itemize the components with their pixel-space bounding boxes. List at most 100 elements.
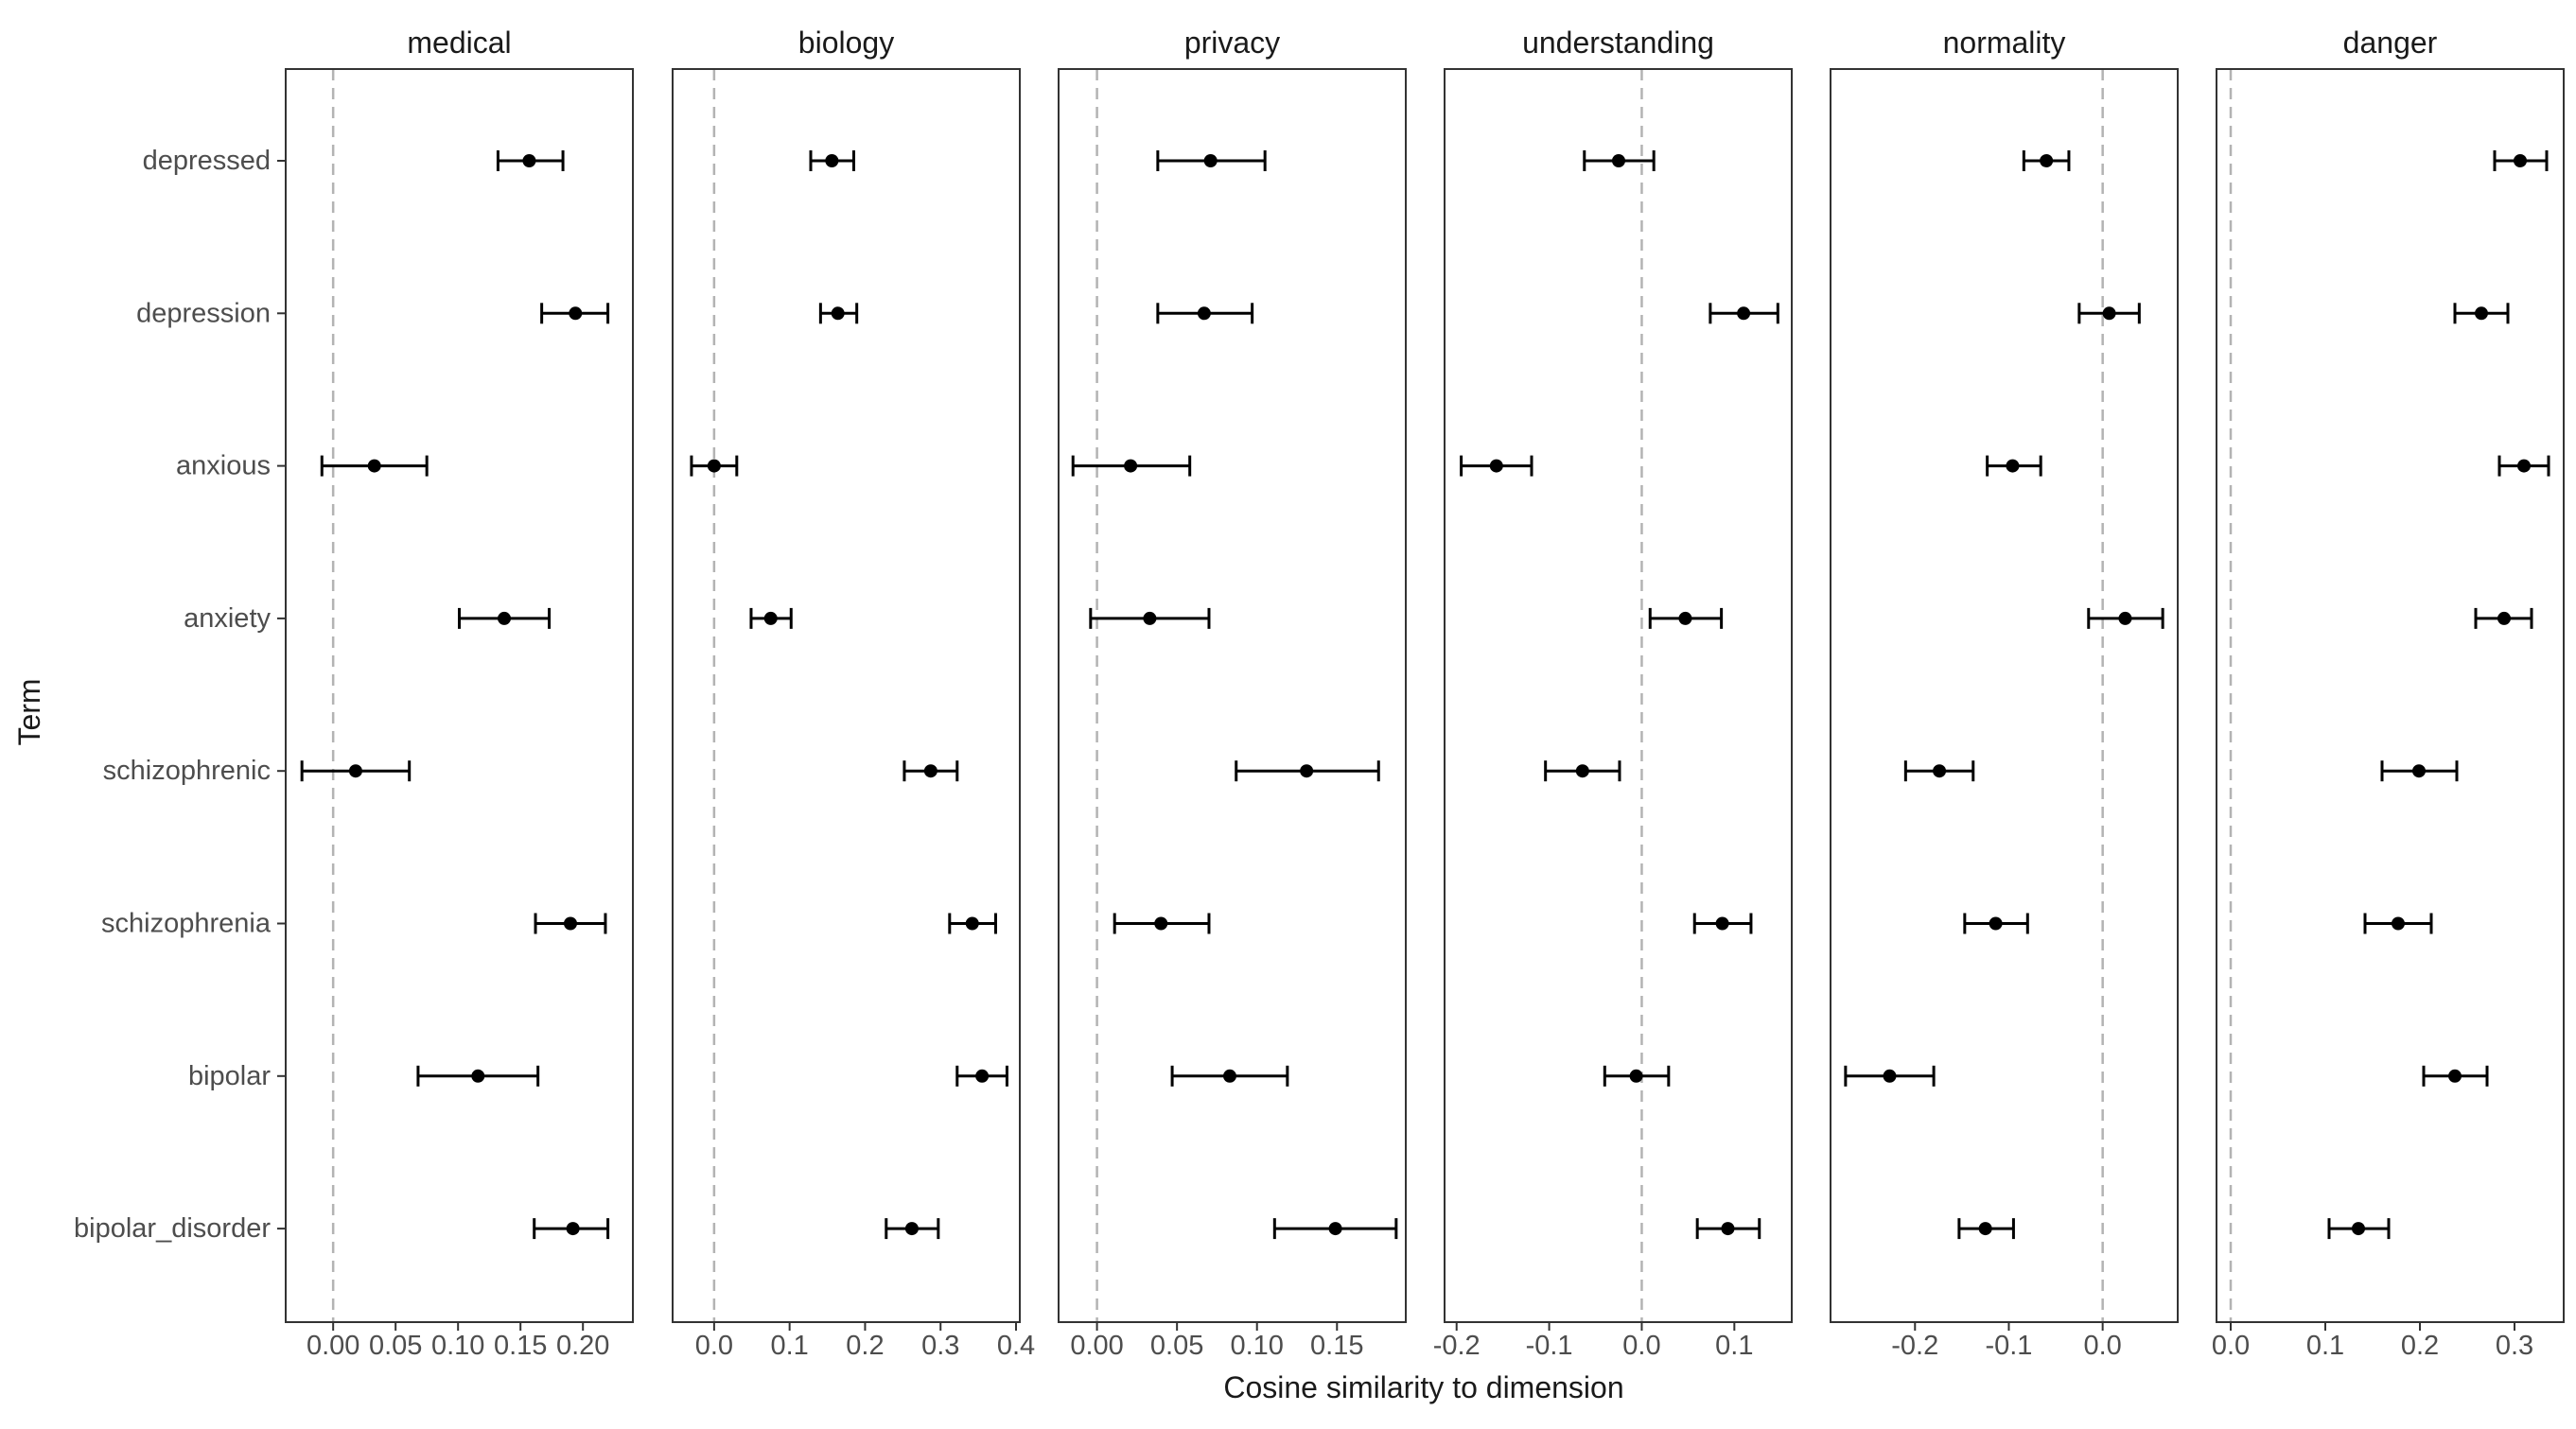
point-schizophrenic — [348, 764, 362, 778]
point-bipolar_disorder — [1328, 1222, 1342, 1236]
point-bipolar_disorder — [1721, 1222, 1735, 1236]
y-tick-label: bipolar_disorder — [74, 1213, 271, 1244]
point-schizophrenia — [563, 916, 577, 931]
point-anxiety — [763, 611, 778, 625]
point-bipolar — [1883, 1069, 1897, 1083]
point-anxious — [1124, 459, 1138, 473]
x-tick-label: 0.0 — [1622, 1331, 1660, 1361]
facet-title: understanding — [1522, 26, 1714, 60]
x-tick-label: 0.10 — [431, 1331, 484, 1361]
x-tick-label: 0.0 — [2212, 1331, 2250, 1361]
x-tick-label: 0.3 — [921, 1331, 959, 1361]
point-bipolar_disorder — [566, 1222, 580, 1236]
x-tick-label: -0.1 — [1526, 1331, 1573, 1361]
y-tick-label: anxious — [176, 451, 271, 481]
x-tick-label: 0.20 — [556, 1331, 609, 1361]
facet-title: biology — [798, 26, 894, 60]
point-bipolar_disorder — [904, 1222, 919, 1236]
facet-title: normality — [1943, 26, 2066, 60]
point-anxiety — [1143, 611, 1157, 625]
point-schizophrenic — [923, 764, 938, 778]
point-schizophrenia — [1715, 916, 1729, 931]
point-bipolar — [471, 1069, 485, 1083]
point-schizophrenia — [2392, 916, 2405, 931]
facet-panel-normality: normality -0.2 -0.1 0.0 — [1830, 26, 2179, 1361]
point-anxious — [707, 459, 721, 473]
point-schizophrenic — [1300, 764, 1314, 778]
x-tick-label: 0.05 — [369, 1331, 422, 1361]
point-bipolar — [2448, 1069, 2462, 1083]
panel-border — [1830, 68, 2179, 1323]
x-tick-label: 0.15 — [1310, 1331, 1363, 1361]
point-anxiety — [498, 611, 512, 625]
x-tick-label: 0.3 — [2496, 1331, 2533, 1361]
y-tick-label: schizophrenia — [101, 909, 272, 939]
panel-border — [1058, 68, 1407, 1323]
facet-title: danger — [2343, 26, 2438, 60]
point-schizophrenia — [1989, 916, 2003, 931]
x-tick-label: 0.10 — [1230, 1331, 1283, 1361]
point-schizophrenia — [1154, 916, 1168, 931]
point-depression — [2475, 306, 2488, 321]
point-bipolar — [975, 1069, 990, 1083]
point-anxiety — [2118, 611, 2132, 625]
point-anxious — [2517, 459, 2531, 473]
x-tick-label: 0.0 — [695, 1331, 733, 1361]
point-schizophrenic — [2412, 764, 2426, 778]
panel-border — [672, 68, 1021, 1323]
point-depressed — [2040, 154, 2054, 167]
x-tick-label: 0.0 — [2083, 1331, 2121, 1361]
facet-panel-biology: biology 0.0 0.1 0.2 0.3 0.4 — [672, 26, 1035, 1361]
point-depression — [1197, 306, 1211, 321]
y-tick-label: bipolar — [188, 1061, 271, 1091]
y-tick-label: depression — [136, 298, 271, 328]
x-tick-label: 0.4 — [997, 1331, 1035, 1361]
x-tick-label: 0.2 — [2401, 1331, 2439, 1361]
facet-title: medical — [407, 26, 511, 60]
point-anxious — [2006, 459, 2020, 473]
x-tick-label: 0.2 — [846, 1331, 884, 1361]
x-tick-label: -0.1 — [1985, 1331, 2032, 1361]
point-anxiety — [2497, 611, 2511, 625]
point-depressed — [1611, 154, 1625, 167]
point-depressed — [825, 154, 839, 167]
x-tick-label: -0.2 — [1891, 1331, 1938, 1361]
point-depressed — [1203, 154, 1218, 167]
point-depression — [2102, 306, 2116, 321]
x-tick-label: 0.15 — [494, 1331, 547, 1361]
x-tick-label: -0.2 — [1433, 1331, 1481, 1361]
y-tick-label: anxiety — [184, 603, 271, 634]
y-tick-label: depressed — [143, 146, 271, 176]
x-tick-label: 0.00 — [1070, 1331, 1123, 1361]
panel-border — [1444, 68, 1793, 1323]
point-depression — [1737, 306, 1751, 321]
point-schizophrenic — [1933, 764, 1947, 778]
facet-panel-understanding: understanding -0.2 -0.1 0.0 0.1 — [1433, 26, 1793, 1361]
point-anxious — [367, 459, 381, 473]
facet-panels: medical 0.00 0.05 0.10 0.15 0.20 biology 0.0 0.1… — [285, 26, 2565, 1361]
x-axis-title: Cosine similarity to dimension — [1223, 1370, 1623, 1404]
point-bipolar — [1222, 1069, 1236, 1083]
panel-border — [2216, 68, 2565, 1323]
point-schizophrenic — [1575, 764, 1589, 778]
point-depression — [569, 306, 583, 321]
y-axis: depressed depression anxious anxiety schizop… — [74, 146, 286, 1244]
point-depressed — [522, 154, 536, 167]
point-anxious — [1489, 459, 1503, 473]
x-tick-label: 0.05 — [1150, 1331, 1203, 1361]
x-tick-label: 0.1 — [1715, 1331, 1753, 1361]
x-tick-label: 0.00 — [307, 1331, 359, 1361]
x-tick-label: 0.1 — [2306, 1331, 2344, 1361]
point-schizophrenia — [965, 916, 979, 931]
facet-panel-medical: medical 0.00 0.05 0.10 0.15 0.20 — [285, 26, 634, 1361]
point-bipolar_disorder — [2352, 1222, 2365, 1236]
point-bipolar_disorder — [1978, 1222, 1992, 1236]
facet-panel-privacy: privacy 0.00 0.05 0.10 0.15 — [1058, 26, 1407, 1361]
y-tick-label: schizophrenic — [103, 756, 271, 786]
facet-title: privacy — [1184, 26, 1280, 60]
panel-border — [285, 68, 634, 1323]
facet-panel-danger: danger 0.0 0.1 0.2 0.3 — [2212, 26, 2565, 1361]
y-axis-title: Term — [12, 678, 46, 745]
